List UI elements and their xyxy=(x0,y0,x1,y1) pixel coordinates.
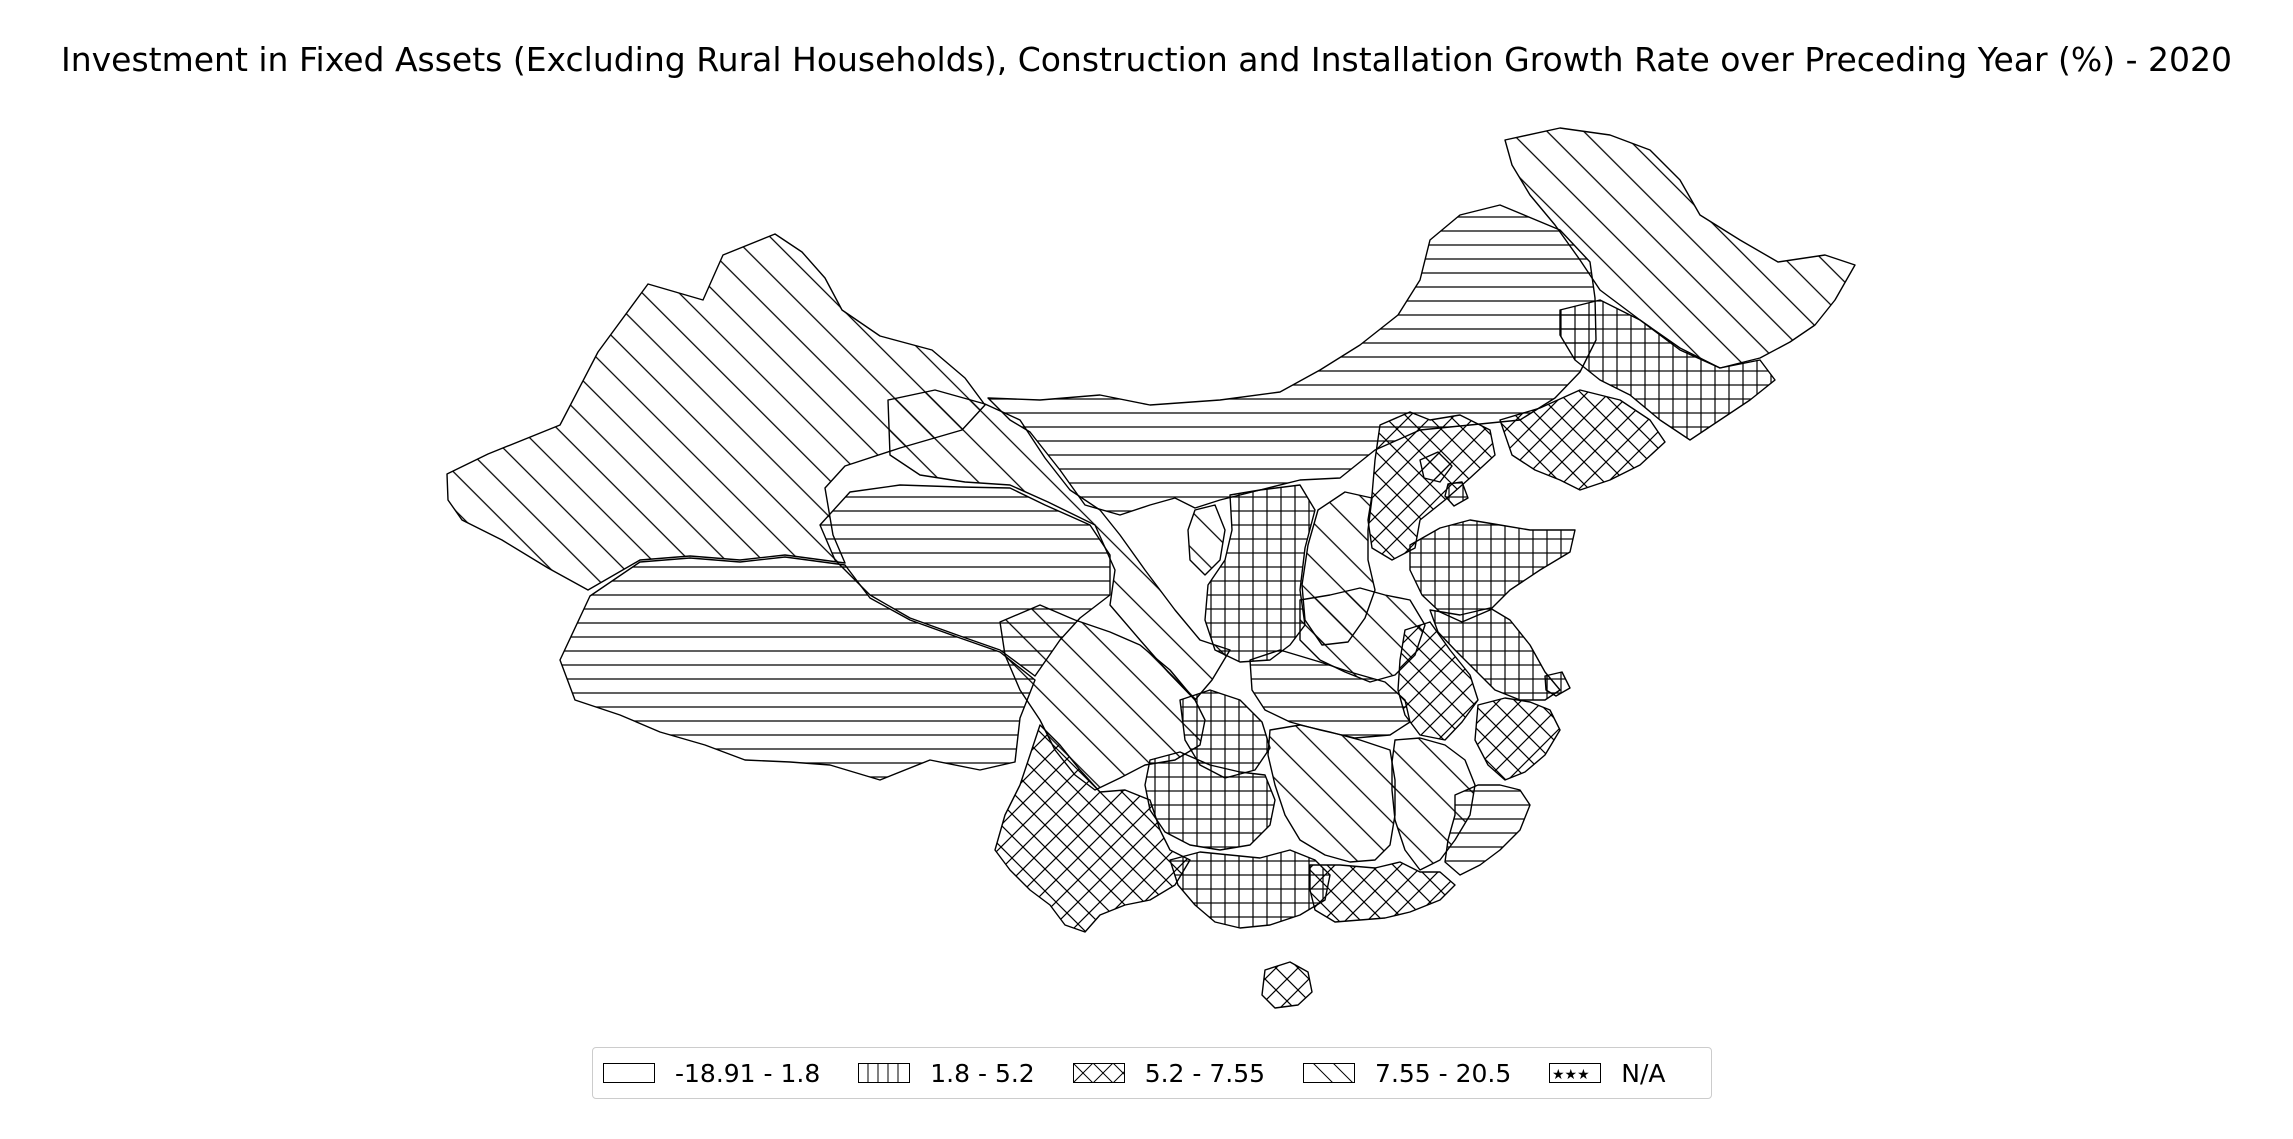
region-heilongjiang xyxy=(1504,127,1856,369)
legend-label: -18.91 - 1.8 xyxy=(675,1058,821,1088)
region-yunnan xyxy=(994,724,1191,933)
legend-item: 1.8 - 5.2 xyxy=(858,1058,1035,1088)
region-guangxi xyxy=(1169,849,1331,929)
region-beijing xyxy=(1419,451,1453,483)
legend-label: N/A xyxy=(1621,1058,1666,1088)
legend-item: -18.91 - 1.8 xyxy=(603,1059,820,1088)
region-anhui xyxy=(1397,621,1479,741)
legend-swatch-horizontal-lines xyxy=(603,1063,655,1083)
legend-swatch-diagonal-lines xyxy=(1303,1063,1356,1083)
region-zhejiang xyxy=(1474,697,1561,781)
region-fujian xyxy=(1444,784,1531,876)
region-tibet xyxy=(559,556,1036,781)
map-title: Investment in Fixed Assets (Excluding Ru… xyxy=(60,40,2233,79)
region-chongqing xyxy=(1179,689,1271,779)
svg-text:★★★: ★★★ xyxy=(1552,1067,1590,1083)
region-liaoning xyxy=(1499,389,1666,491)
region-jiangsu xyxy=(1429,607,1561,701)
legend-swatch-stars: ★★★ xyxy=(1549,1063,1602,1083)
map-legend: -18.91 - 1.8 1.8 - 5.2 5.2 - 7.55 7.55 - 20… xyxy=(592,1047,1712,1099)
region-hainan xyxy=(1261,961,1313,1009)
region-hubei xyxy=(1249,649,1411,739)
legend-label: 5.2 - 7.55 xyxy=(1144,1058,1266,1088)
legend-item: 7.55 - 20.5 xyxy=(1303,1059,1511,1088)
region-guangdong xyxy=(1309,861,1456,923)
region-ningxia xyxy=(1187,504,1226,576)
region-jilin xyxy=(1559,299,1776,441)
legend-swatch-cross-hatch xyxy=(1072,1063,1125,1083)
region-shaanxi xyxy=(1204,484,1316,663)
legend-label: 7.55 - 20.5 xyxy=(1375,1058,1512,1088)
region-hunan xyxy=(1267,724,1396,863)
legend-item: ★★★ N/A xyxy=(1549,1058,1666,1088)
region-gansu xyxy=(887,389,1231,701)
region-shanghai xyxy=(1544,671,1571,697)
legend-swatch-grid xyxy=(858,1063,911,1083)
legend-label: 1.8 - 5.2 xyxy=(930,1058,1035,1088)
region-shandong xyxy=(1409,519,1576,623)
legend-item: 5.2 - 7.55 xyxy=(1072,1058,1266,1088)
region-tianjin xyxy=(1444,481,1469,507)
region-inner-mongolia xyxy=(987,204,1597,516)
